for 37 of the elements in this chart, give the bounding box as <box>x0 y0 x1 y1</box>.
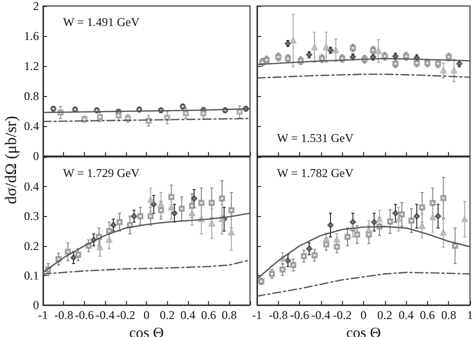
y-tick-label: 0.8 <box>24 89 39 103</box>
x-tick-label: -0.8 <box>268 308 288 322</box>
x-tick-label: -0.8 <box>54 308 74 322</box>
x-tick-label: 0.2 <box>377 308 392 322</box>
y-tick-label: 1.6 <box>24 29 39 43</box>
x-tick-label: -0.4 <box>311 308 330 322</box>
y-tick-label: 0.1 <box>24 268 39 282</box>
x-tick-label: 0 <box>360 308 366 322</box>
y-tick-label: 0 <box>33 298 39 312</box>
x-tick-label: 1 <box>467 308 473 322</box>
x-tick-label: -0.2 <box>116 308 136 322</box>
x-tick-label: -1 <box>38 308 48 322</box>
x-tick-label: -0.6 <box>74 308 94 322</box>
x-tick-label: 0.4 <box>398 308 414 322</box>
y-tick-label: 0.2 <box>24 238 39 253</box>
x-tick-label: 0.8 <box>222 308 237 322</box>
annotation: W = 1.729 GeV <box>63 166 140 180</box>
annotation: W = 1.782 GeV <box>277 166 354 180</box>
y-tick-label: 0.4 <box>24 180 39 194</box>
x-tick-label: 0.6 <box>420 308 435 322</box>
annotation: W = 1.531 GeV <box>277 131 354 145</box>
y-axis-title: dσ/dΩ (μb/sr) <box>2 114 21 206</box>
x-tick-label: -0.6 <box>290 308 310 322</box>
x-tick-label: 0.6 <box>201 308 216 322</box>
x-tick-label: -0.4 <box>96 308 115 322</box>
x-tick-label: -1 <box>252 308 262 322</box>
x-tick-label: 0 <box>144 308 150 322</box>
y-tick-label: 0 <box>33 149 39 163</box>
y-tick-label: 2 <box>33 0 39 13</box>
x-tick-label: 0.8 <box>441 308 456 322</box>
y-tick-label: 1.2 <box>24 59 39 73</box>
y-tick-label: 0.3 <box>24 209 39 224</box>
x-tick-label: 0.4 <box>180 308 196 322</box>
x-tick-label: 0.2 <box>160 308 175 322</box>
y-tick-label: 0.4 <box>24 119 39 133</box>
annotation: W = 1.491 GeV <box>63 15 140 29</box>
x-tick-label: -0.2 <box>332 308 352 322</box>
